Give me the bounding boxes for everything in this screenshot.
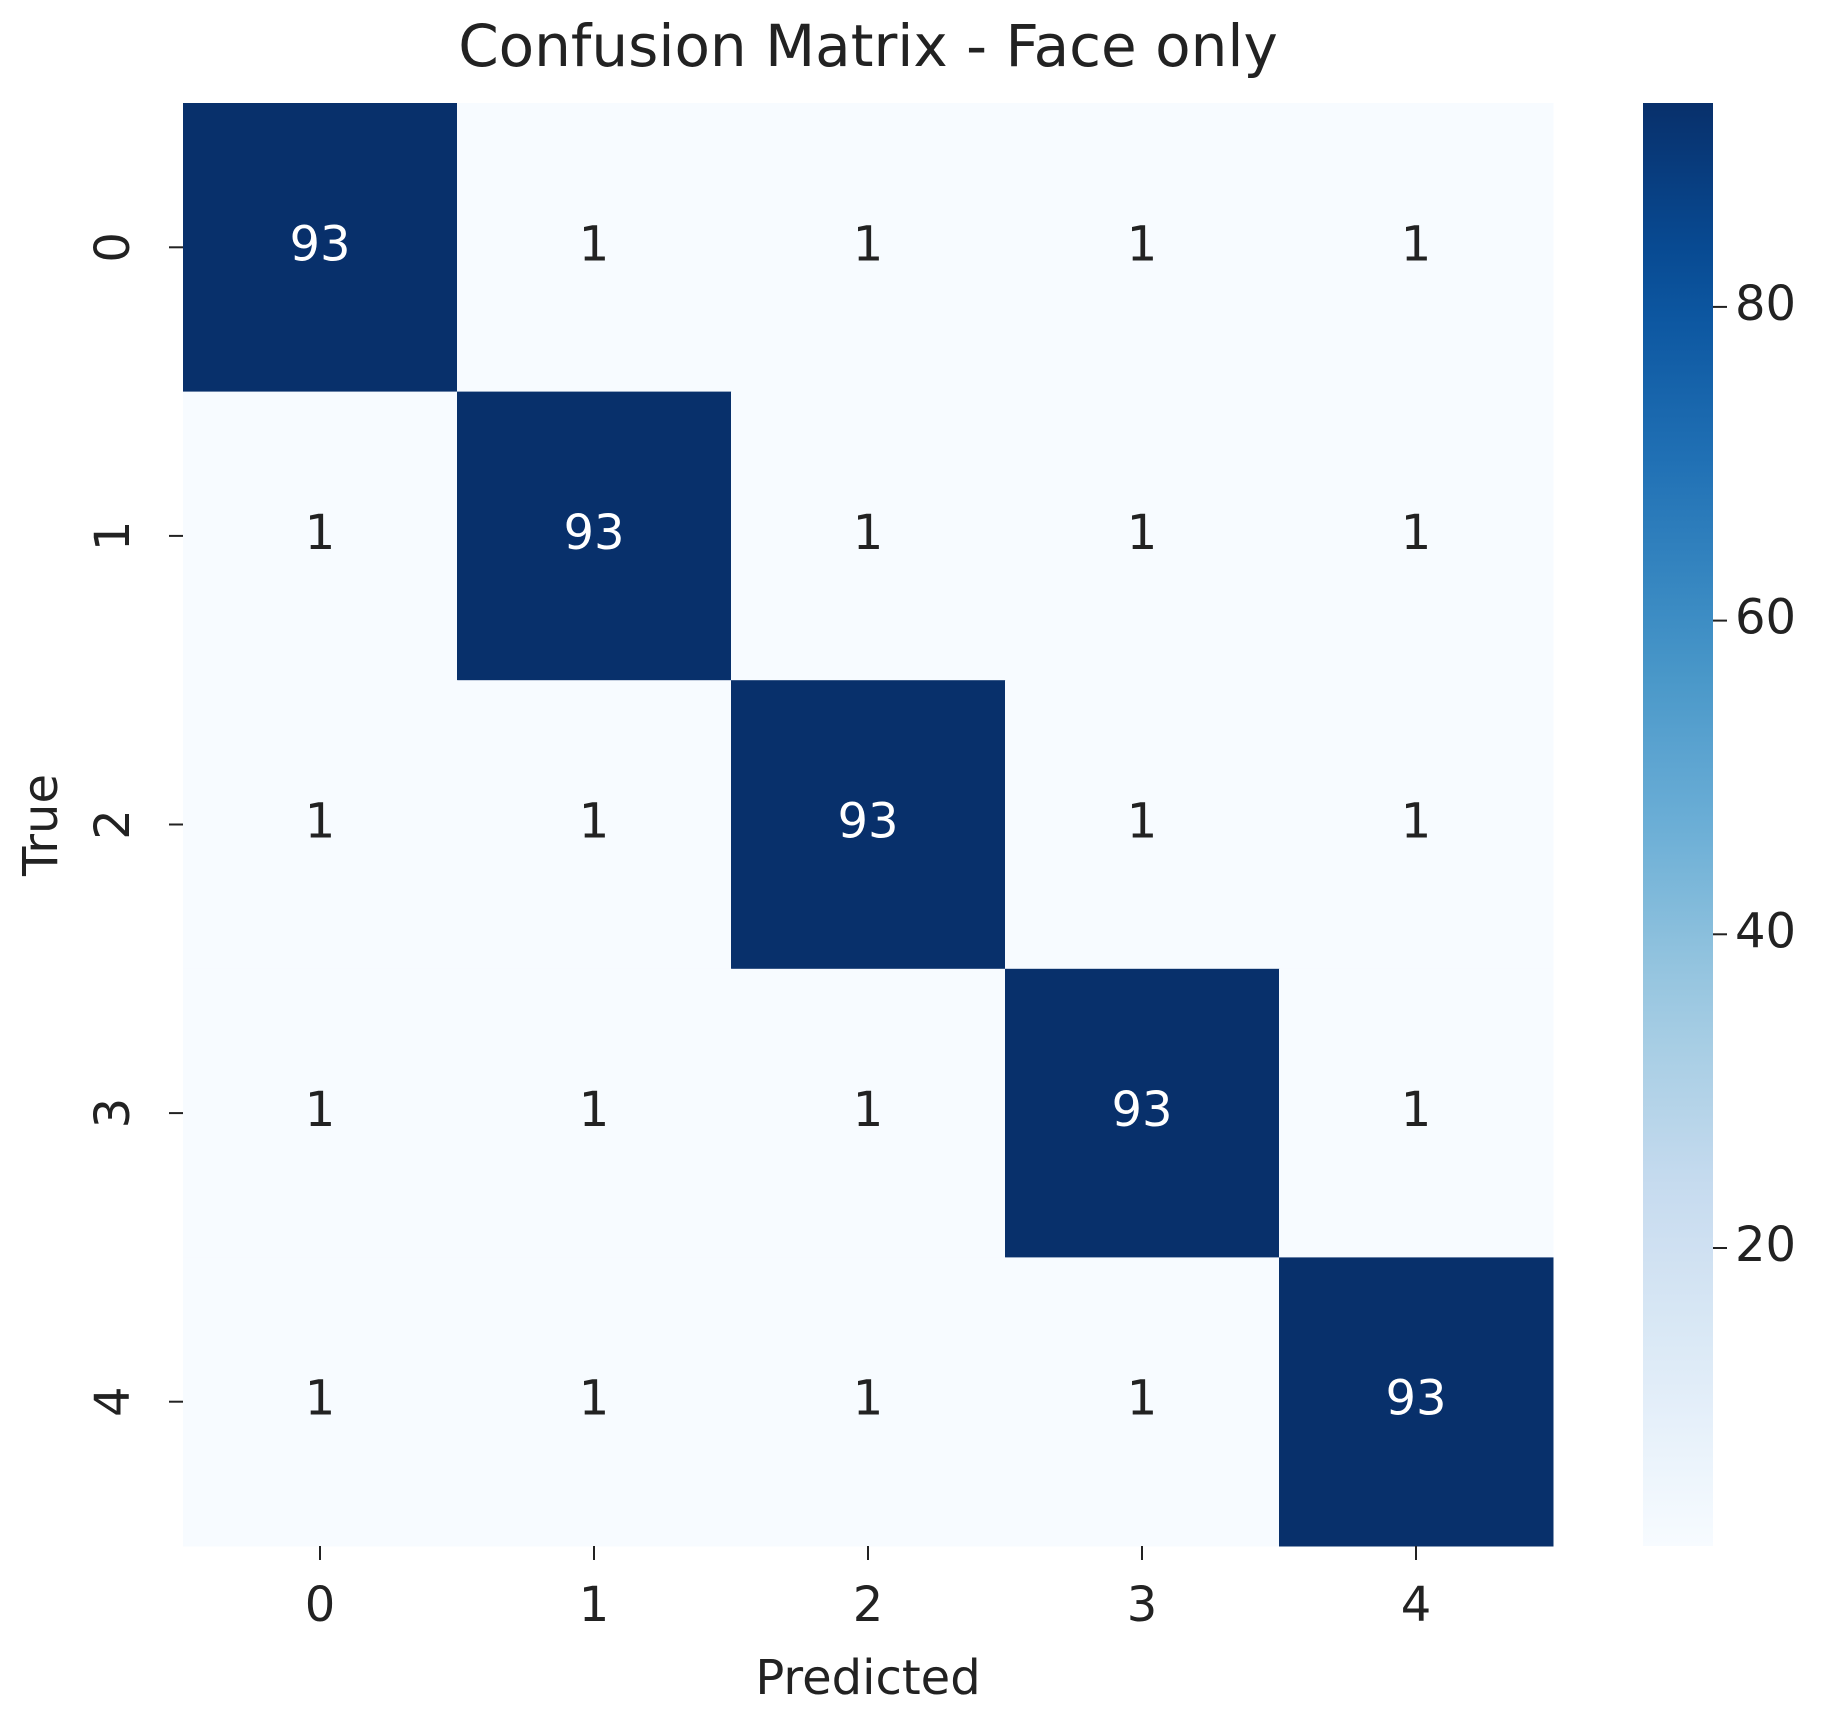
heatmap-cell — [1005, 1257, 1280, 1547]
heatmap-cell — [731, 103, 1006, 393]
y-tick-label: 0 — [85, 232, 141, 263]
heatmap-cell — [1279, 680, 1554, 970]
heatmap-cell — [1005, 968, 1280, 1258]
cell-label: 1 — [853, 1371, 884, 1427]
cell-label: 1 — [1401, 216, 1432, 272]
y-tick-label: 1 — [85, 521, 141, 552]
cell-label: 1 — [1401, 505, 1432, 561]
cell-label: 1 — [579, 794, 610, 850]
heatmap-cell — [457, 1257, 732, 1547]
heatmap-cell — [1005, 103, 1280, 393]
heatmap-cell — [183, 680, 458, 970]
heatmap-cell — [1279, 1257, 1554, 1547]
heatmap-cell — [457, 968, 732, 1258]
cell-label: 1 — [579, 216, 610, 272]
y-tick-label: 2 — [85, 809, 141, 840]
cell-label: 1 — [1127, 794, 1158, 850]
heatmap-cell — [1279, 968, 1554, 1258]
heatmap-cell — [731, 680, 1006, 970]
colorbar-tick-label: 20 — [1735, 1217, 1796, 1273]
heatmap-cell — [1279, 103, 1554, 393]
cell-label: 1 — [1401, 794, 1432, 850]
x-tick-label: 1 — [579, 1577, 610, 1633]
heatmap-cell — [457, 391, 732, 681]
cell-label: 1 — [579, 1082, 610, 1138]
cell-label: 93 — [837, 794, 898, 850]
cell-label: 1 — [853, 1082, 884, 1138]
y-tick-label: 3 — [85, 1098, 141, 1129]
y-axis-label: True — [13, 774, 69, 877]
colorbar-tick-label: 80 — [1735, 276, 1796, 332]
x-tick-label: 4 — [1401, 1577, 1432, 1633]
heatmap-cell — [183, 391, 458, 681]
y-tick-label: 4 — [85, 1386, 141, 1417]
cell-label: 93 — [563, 505, 624, 561]
cell-label: 1 — [1401, 1082, 1432, 1138]
cell-label: 1 — [1127, 505, 1158, 561]
heatmap-cell — [183, 1257, 458, 1547]
x-axis-label: Predicted — [755, 1650, 980, 1706]
heatmap-cell — [731, 391, 1006, 681]
colorbar-tick-label: 60 — [1735, 590, 1796, 646]
cell-label: 1 — [1127, 216, 1158, 272]
x-tick-label: 0 — [305, 1577, 336, 1633]
heatmap-cell — [731, 968, 1006, 1258]
x-tick-label: 2 — [853, 1577, 884, 1633]
cell-label: 93 — [1111, 1082, 1172, 1138]
x-tick-label: 3 — [1127, 1577, 1158, 1633]
chart-title: Confusion Matrix - Face only — [458, 12, 1278, 80]
cell-label: 93 — [1385, 1371, 1446, 1427]
colorbar-tick-label: 40 — [1735, 903, 1796, 959]
heatmap-cell — [731, 1257, 1006, 1547]
cell-label: 1 — [305, 505, 336, 561]
cell-label: 1 — [305, 1082, 336, 1138]
heatmap-cell — [1005, 391, 1280, 681]
heatmap-cell — [1005, 680, 1280, 970]
heatmap-cell — [183, 103, 458, 393]
heatmap-cell — [1279, 391, 1554, 681]
cell-label: 1 — [853, 216, 884, 272]
cell-label: 1 — [1127, 1371, 1158, 1427]
cell-label: 1 — [579, 1371, 610, 1427]
cell-label: 93 — [289, 216, 350, 272]
heatmap-cell — [457, 680, 732, 970]
cell-label: 1 — [853, 505, 884, 561]
cell-label: 1 — [305, 794, 336, 850]
colorbar — [1643, 103, 1713, 1546]
heatmap-cell — [457, 103, 732, 393]
cell-label: 1 — [305, 1371, 336, 1427]
heatmap-cell — [183, 968, 458, 1258]
